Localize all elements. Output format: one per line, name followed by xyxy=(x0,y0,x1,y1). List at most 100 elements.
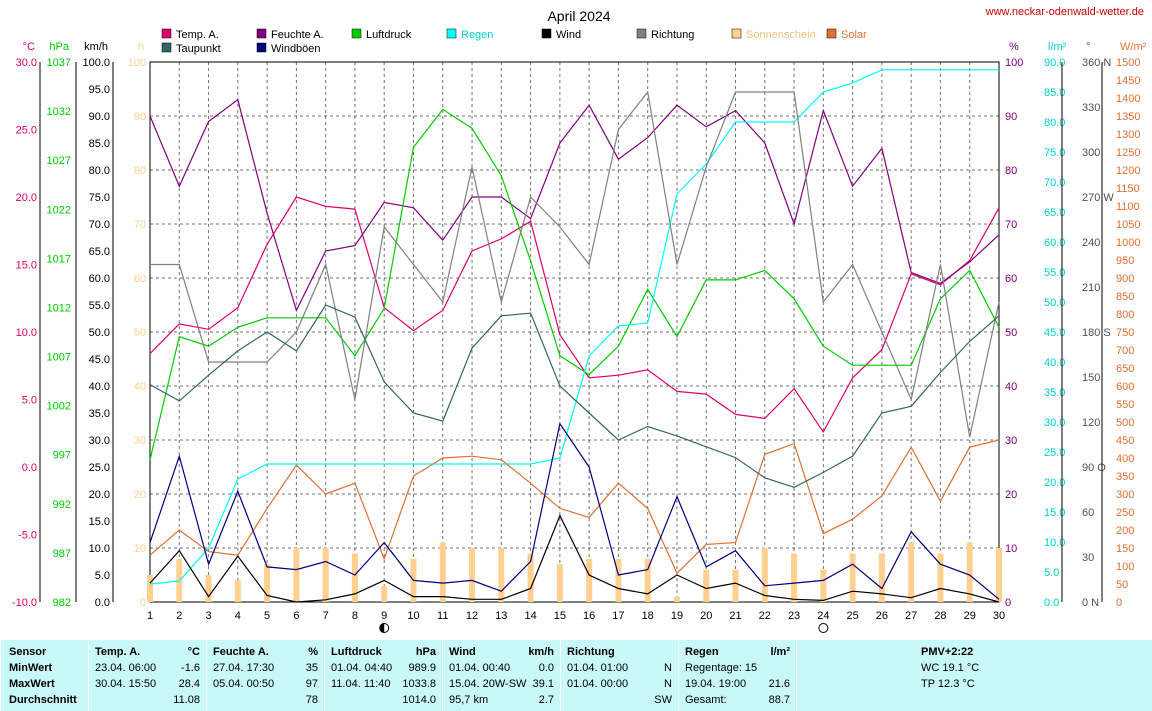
tick-label-solar: 1250 xyxy=(1116,147,1140,159)
tick-label-pressure: 992 xyxy=(53,499,71,511)
tick-label-solar: 100 xyxy=(1116,561,1134,573)
legend-label: Windböen xyxy=(271,43,321,55)
tick-label-direction: 120 xyxy=(1082,417,1100,429)
stats-wind-header: Wind xyxy=(449,646,476,658)
tick-label-humidity: 70 xyxy=(1005,219,1017,231)
axis-title-direction: ° xyxy=(1086,41,1090,53)
tick-label-solar: 1350 xyxy=(1116,111,1140,123)
stats-sensor-header: Sensor xyxy=(9,646,47,658)
stats-wind-min-value: 0.0 xyxy=(538,662,554,674)
tick-label-sun_h: 20 xyxy=(134,489,146,501)
tick-label-solar: 1300 xyxy=(1116,129,1140,141)
chart-axes: -10.0-5.00.05.010.015.020.025.030.0°C982… xyxy=(12,41,1147,622)
axis-title-wind_kmh: km/h xyxy=(84,41,108,53)
tick-label-sun_h: 50 xyxy=(134,327,146,339)
series-line-solar xyxy=(149,439,1000,575)
tick-label-rain: 35.0 xyxy=(1044,387,1065,399)
sunshine-bar xyxy=(791,553,798,602)
tick-label-wind_kmh: 15.0 xyxy=(89,516,110,528)
stats-pmv-header: PMV+2:22 xyxy=(921,646,974,658)
tick-label-humidity: 40 xyxy=(1005,381,1017,393)
legend-label: Regen xyxy=(461,29,493,41)
tick-label-temp_c: 0.0 xyxy=(22,462,37,474)
tick-label-rain: 85.0 xyxy=(1044,87,1065,99)
tick-label-humidity: 60 xyxy=(1005,273,1017,285)
tick-label-rain: 15.0 xyxy=(1044,507,1065,519)
x-tick-label: 22 xyxy=(759,610,771,622)
sunshine-bar xyxy=(820,569,827,602)
axis-title-pressure: hPa xyxy=(49,41,69,53)
sunshine-bar xyxy=(264,564,271,602)
tick-label-sun_h: 90 xyxy=(134,111,146,123)
tick-label-pressure: 1037 xyxy=(47,57,71,69)
tick-label-wind_kmh: 65.0 xyxy=(89,246,110,258)
weather-chart: -10.0-5.00.05.010.015.020.025.030.0°C982… xyxy=(12,6,1147,633)
stats-pressure-min-time: 01.04. 04:40 xyxy=(331,662,393,674)
series-line-taupunkt xyxy=(149,304,1000,488)
tick-label-humidity: 20 xyxy=(1005,489,1017,501)
tick-label-sun_h: 60 xyxy=(134,273,146,285)
tick-label-temp_c: 30.0 xyxy=(16,57,37,69)
tick-label-wind_kmh: 5.0 xyxy=(95,570,110,582)
tick-label-solar: 750 xyxy=(1116,327,1134,339)
x-tick-label: 28 xyxy=(934,610,946,622)
x-tick-label: 27 xyxy=(905,610,917,622)
legend-swatch xyxy=(826,28,837,39)
stats-pressure-unit: hPa xyxy=(415,646,436,658)
tick-label-rain: 70.0 xyxy=(1044,177,1065,189)
sunshine-bar xyxy=(703,569,710,602)
stats-temp-min-time: 23.04. 06:00 xyxy=(95,662,157,674)
sunshine-bar xyxy=(205,575,212,602)
stats-direction-max-time: 01.04. 00:00 xyxy=(567,678,629,690)
sunshine-bar xyxy=(849,553,856,602)
legend-label: Wind xyxy=(556,29,581,41)
tick-label-pressure: 1002 xyxy=(47,401,71,413)
tick-label-wind_kmh: 55.0 xyxy=(89,300,110,312)
stats-humidity-unit: % xyxy=(308,646,318,658)
legend-label: Solar xyxy=(841,29,867,41)
tick-label-sun_h: 70 xyxy=(134,219,146,231)
tick-label-direction: 180 S xyxy=(1082,327,1111,339)
axis-title-rain: l/m² xyxy=(1048,41,1067,53)
plot-frame xyxy=(149,61,1000,603)
stats-humidity-max-value: 97 xyxy=(305,678,318,690)
stats-humidity-avg-value: 78 xyxy=(305,694,318,706)
stats-temp-header: Temp. A. xyxy=(95,646,141,658)
stats-wind-avg-value: 2.7 xyxy=(538,694,554,706)
tick-label-sun_h: 0 xyxy=(140,597,146,609)
tick-label-pressure: 1012 xyxy=(47,302,71,314)
x-tick-label: 24 xyxy=(817,610,829,622)
x-tick-label: 14 xyxy=(524,610,536,622)
tick-label-sun_h: 10 xyxy=(134,543,146,555)
legend-swatch xyxy=(161,42,172,53)
sunshine-bar xyxy=(322,548,329,602)
tick-label-humidity: 30 xyxy=(1005,435,1017,447)
tick-label-solar: 1050 xyxy=(1116,219,1140,231)
legend-swatch xyxy=(636,28,647,39)
legend-label: Feuchte A. xyxy=(271,29,324,41)
tick-label-solar: 950 xyxy=(1116,255,1134,267)
tick-label-solar: 850 xyxy=(1116,291,1134,303)
stats-humidity-min-value: 35 xyxy=(305,662,318,674)
tick-label-direction: 0 N xyxy=(1082,597,1099,609)
tick-label-wind_kmh: 60.0 xyxy=(89,273,110,285)
tick-label-rain: 5.0 xyxy=(1044,567,1059,579)
tick-label-solar: 900 xyxy=(1116,273,1134,285)
stats-rain-header: Regen xyxy=(685,646,719,658)
tick-label-direction: 210 xyxy=(1082,282,1100,294)
legend-swatch xyxy=(446,28,457,39)
x-tick-label: 26 xyxy=(876,610,888,622)
x-tick-label: 10 xyxy=(407,610,419,622)
site-url-link[interactable]: www.neckar-odenwald-wetter.de xyxy=(985,6,1144,18)
chart-title: April 2024 xyxy=(547,8,610,24)
tick-label-rain: 45.0 xyxy=(1044,327,1065,339)
tick-label-wind_kmh: 80.0 xyxy=(89,165,110,177)
series-line-regen xyxy=(149,69,999,585)
x-tick-label: 29 xyxy=(964,610,976,622)
tick-label-direction: 300 xyxy=(1082,147,1100,159)
tick-label-solar: 1000 xyxy=(1116,237,1140,249)
tick-label-solar: 0 xyxy=(1116,597,1122,609)
tick-label-temp_c: 20.0 xyxy=(16,192,37,204)
stats-rain-max-value: 21.6 xyxy=(768,678,790,690)
tick-label-temp_c: 10.0 xyxy=(16,327,37,339)
